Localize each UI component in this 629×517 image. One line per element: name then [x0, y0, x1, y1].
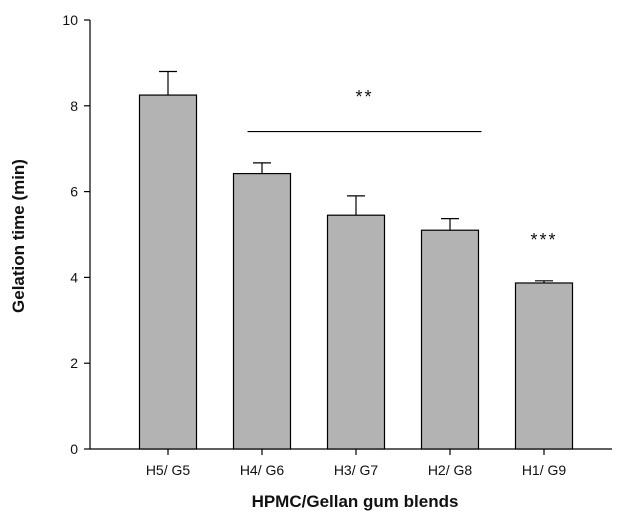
y-axis: 0 2 4 6 8 10 — [62, 12, 91, 457]
error-bars — [159, 70, 553, 283]
y-tick-label: 4 — [70, 269, 78, 285]
significance-annotations: ***** — [247, 87, 557, 250]
bar — [232, 172, 292, 450]
x-axis: H5/ G5 H4/ G6 H3/ G7 H2/ G8 H1/ G9 — [90, 448, 612, 478]
bar — [326, 214, 386, 450]
x-axis-title: HPMC/Gellan gum blends — [252, 492, 459, 511]
x-tick-label: H3/ G7 — [334, 462, 379, 478]
x-tick-label: H1/ G9 — [522, 462, 567, 478]
x-tick-label: H4/ G6 — [240, 462, 285, 478]
y-tick-label: 6 — [70, 184, 78, 200]
y-tick-label: 2 — [70, 355, 78, 371]
y-tick-label: 8 — [70, 98, 78, 114]
y-axis-title: Gelation time (min) — [9, 159, 28, 313]
x-tick-label: H5/ G5 — [146, 462, 191, 478]
x-tick-label: H2/ G8 — [428, 462, 473, 478]
y-tick-label: 10 — [62, 12, 78, 28]
significance-label: *** — [530, 230, 557, 250]
significance-label: ** — [355, 87, 373, 107]
y-tick-label: 0 — [70, 441, 78, 457]
bars — [138, 94, 574, 450]
bar — [514, 282, 574, 450]
bar — [420, 229, 480, 450]
bar — [138, 94, 198, 450]
